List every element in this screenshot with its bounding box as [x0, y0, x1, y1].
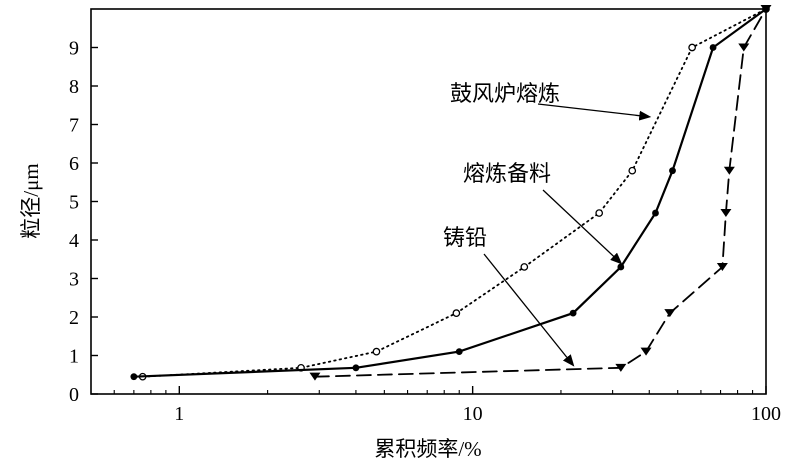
data-point: [738, 43, 750, 52]
series-line: [132, 7, 768, 378]
annotation-label: 鼓风炉熔炼: [450, 81, 560, 106]
series-鼓风炉熔炼: [138, 5, 770, 381]
data-point: [569, 309, 577, 317]
series-熔炼备料: [130, 5, 770, 381]
y-tick-label: 9: [69, 38, 79, 60]
y-tick-label: 0: [69, 384, 79, 406]
data-point: [520, 263, 529, 271]
y-tick-label: 2: [69, 307, 79, 329]
annotation-arrow: [483, 253, 575, 367]
data-point: [352, 364, 360, 372]
data-point: [455, 348, 463, 356]
y-tick-label: 8: [69, 76, 79, 98]
data-point: [452, 309, 461, 317]
data-point: [372, 347, 381, 356]
series-group: [130, 5, 772, 381]
series-铸铅: [309, 5, 772, 381]
x-tick-label: 100: [751, 403, 781, 425]
data-point: [309, 372, 321, 381]
y-tick-label: 6: [69, 153, 79, 175]
data-point: [130, 373, 138, 381]
x-tick-label: 10: [463, 403, 483, 425]
annotation-arrow: [542, 189, 623, 265]
annotation-label: 熔炼备料: [463, 161, 551, 186]
axis-ticks: 0 1 2 3 4 5 6 7 8 9 1 10 100: [69, 38, 781, 426]
data-point: [716, 262, 728, 271]
data-point: [723, 166, 735, 175]
x-tick-label: 1: [174, 403, 184, 425]
y-tick-label: 1: [69, 346, 79, 368]
y-axis-title: 粒径/μm: [19, 163, 43, 238]
data-point: [640, 347, 652, 356]
data-point: [652, 209, 659, 217]
data-point: [688, 43, 696, 52]
data-point: [617, 263, 625, 271]
annotation-arrow: [537, 103, 652, 121]
series-line: [313, 8, 767, 378]
data-point: [709, 44, 717, 51]
data-point: [595, 209, 604, 217]
data-point: [720, 209, 732, 218]
data-point: [664, 309, 676, 318]
data-point: [615, 363, 627, 372]
y-tick-label: 5: [69, 192, 79, 214]
y-tick-label: 3: [69, 269, 79, 291]
series-line: [141, 8, 767, 378]
data-point: [669, 167, 676, 175]
y-tick-label: 7: [69, 115, 79, 137]
y-tick-label: 4: [69, 230, 79, 252]
plot-frame: [90, 8, 767, 395]
data-point: [760, 5, 772, 13]
annotation-label: 铸铅: [443, 225, 487, 250]
data-point: [628, 166, 637, 175]
x-axis-title: 累积频率/%: [374, 437, 481, 461]
